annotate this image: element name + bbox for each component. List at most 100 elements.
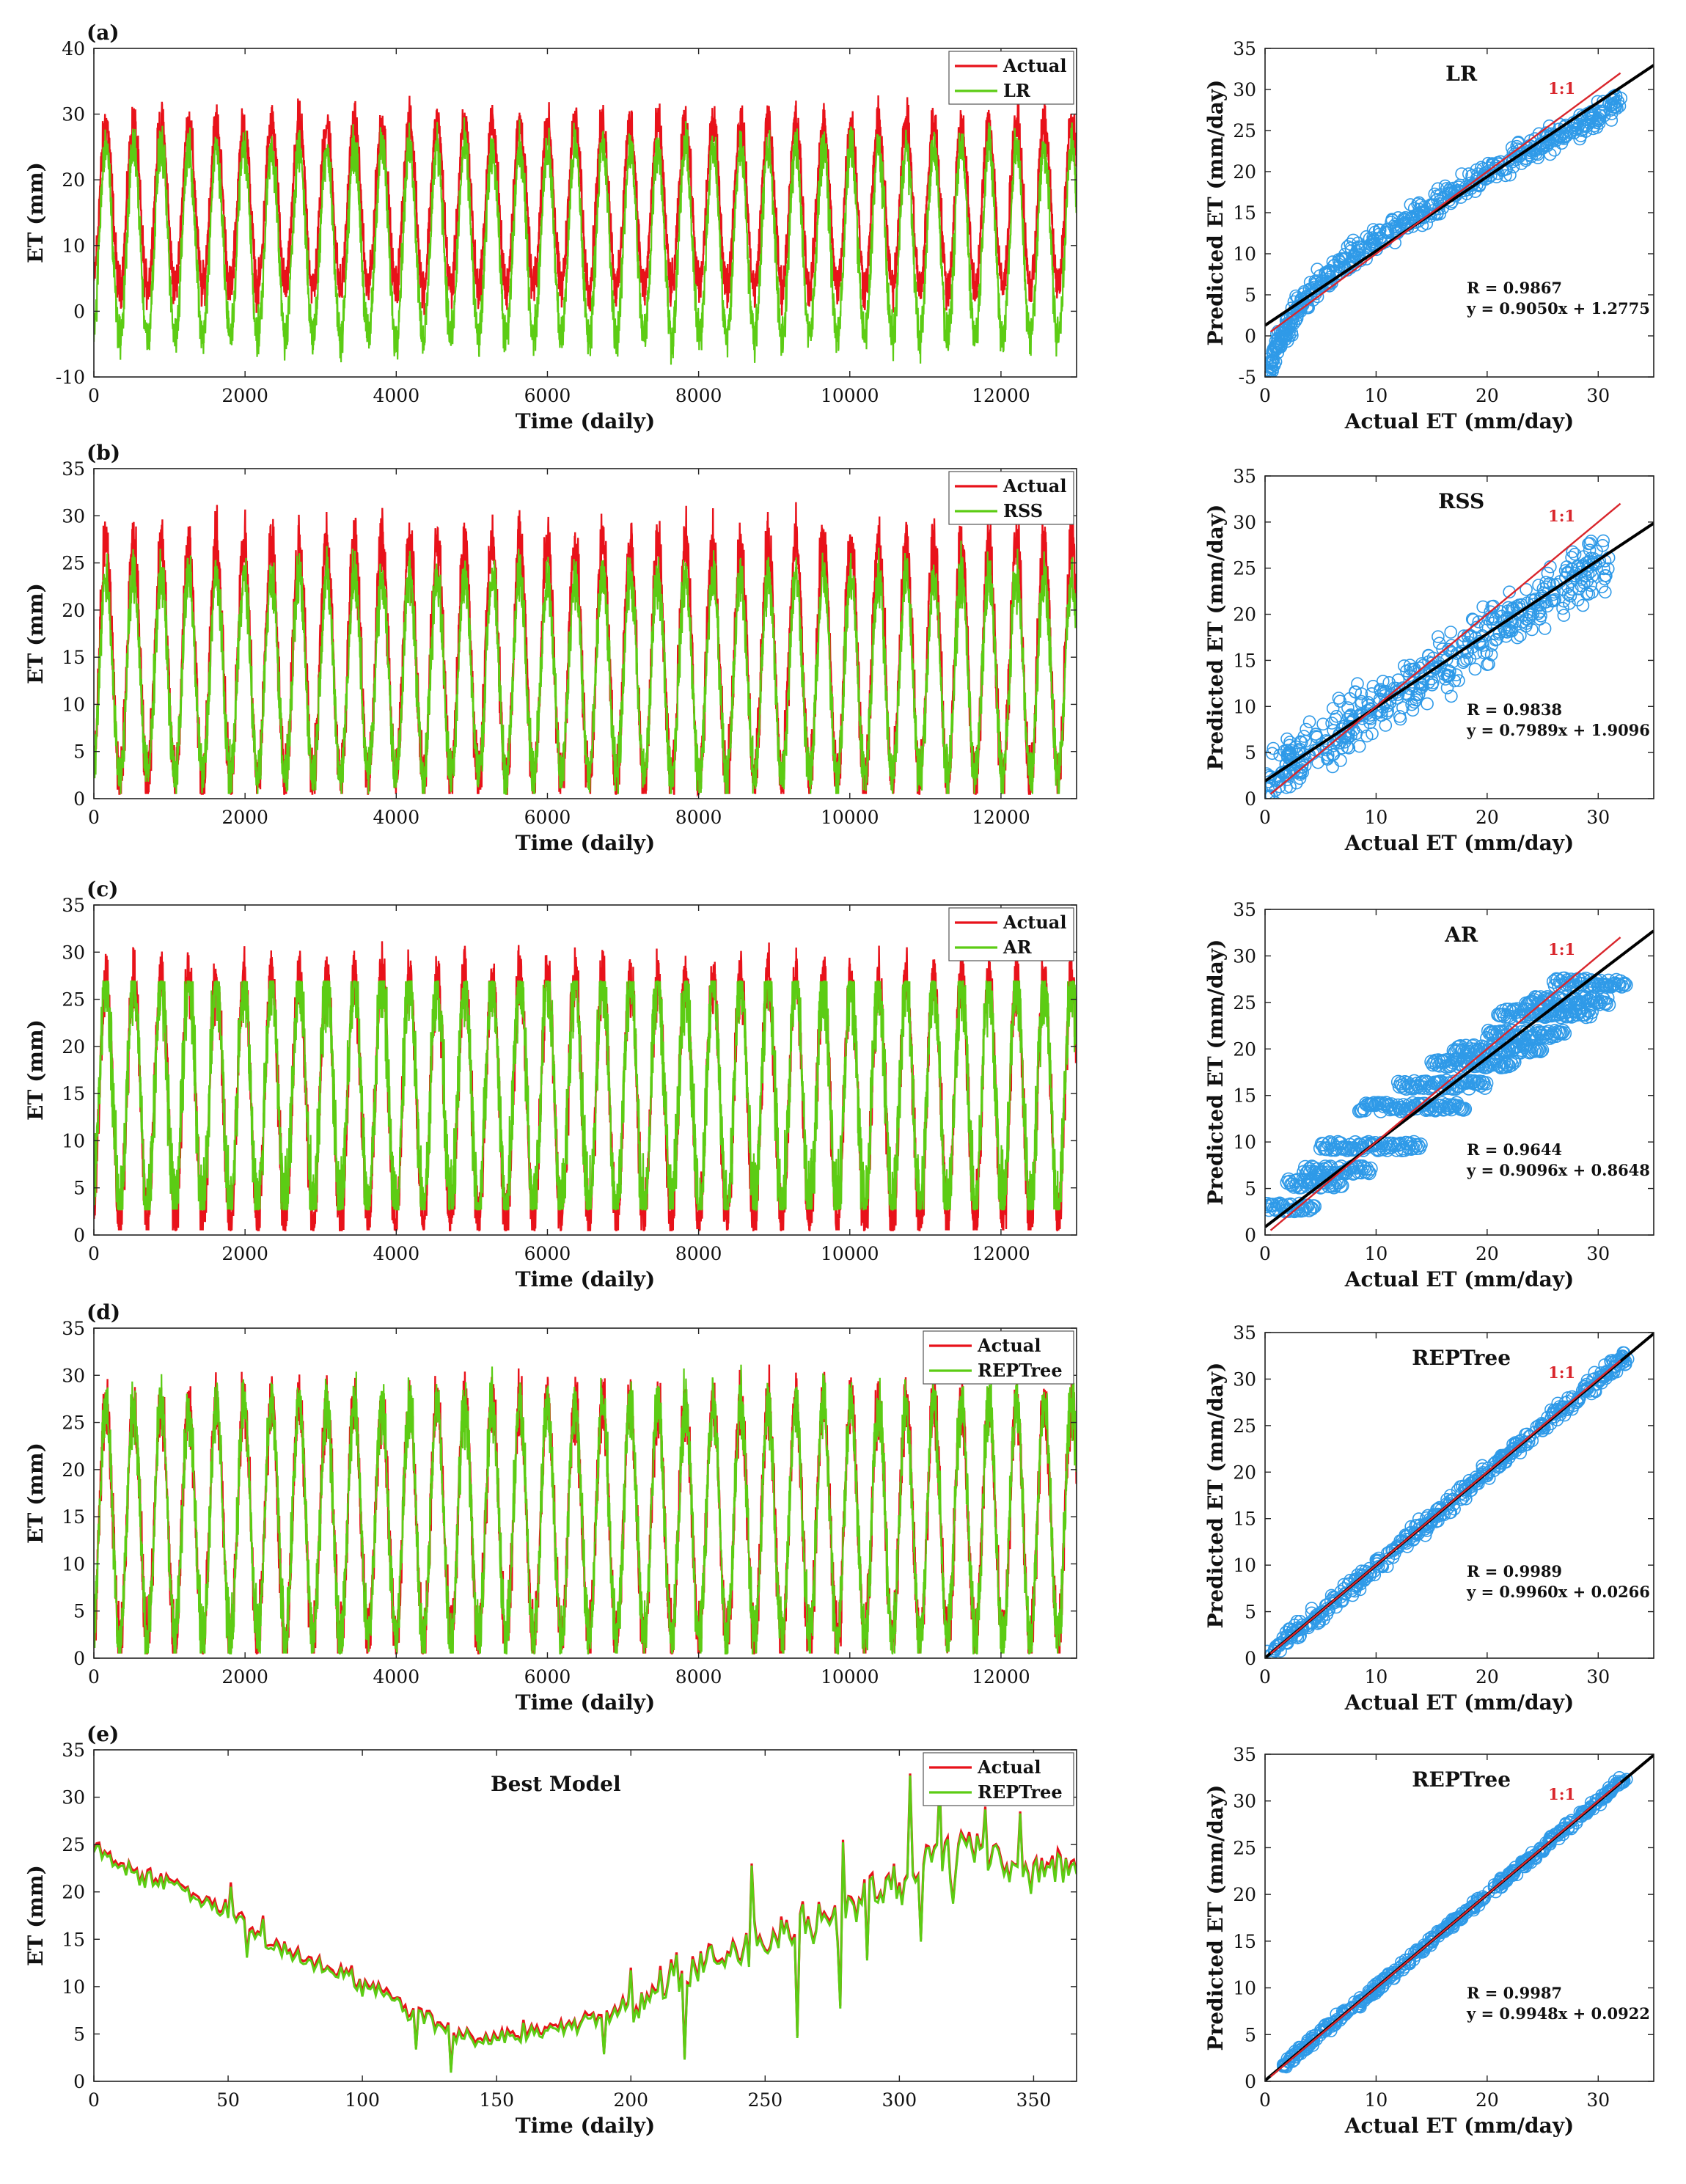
legend-box bbox=[923, 1330, 1074, 1385]
plot-frame bbox=[93, 1749, 1077, 2082]
data-point bbox=[1283, 319, 1297, 332]
data-point bbox=[1329, 1140, 1344, 1155]
data-point bbox=[1517, 1855, 1531, 1869]
data-point bbox=[1265, 353, 1274, 366]
y-tick-label: 30 bbox=[1233, 79, 1256, 100]
x-tick-label: 20 bbox=[1476, 385, 1499, 406]
legend: Actual REPTree bbox=[923, 1330, 1074, 1385]
data-point bbox=[1513, 150, 1526, 164]
data-point bbox=[1531, 151, 1544, 164]
one-to-one-line bbox=[1269, 1781, 1621, 2078]
scatter-title: REPTree bbox=[1412, 1767, 1511, 1792]
legend: Actual RSS bbox=[948, 471, 1074, 525]
data-point bbox=[1426, 198, 1439, 212]
data-point bbox=[1500, 1058, 1515, 1072]
y-tick-label: 35 bbox=[62, 1318, 85, 1339]
data-point bbox=[1338, 252, 1352, 265]
data-point bbox=[1478, 1891, 1491, 1905]
data-point bbox=[1341, 701, 1355, 714]
scatter-title: AR bbox=[1444, 923, 1478, 947]
data-point bbox=[1381, 1546, 1394, 1560]
plot-frame bbox=[93, 48, 1077, 378]
data-point bbox=[1507, 1866, 1521, 1880]
data-point bbox=[1599, 1786, 1613, 1800]
data-point bbox=[1557, 609, 1571, 622]
y-tick-label: 35 bbox=[62, 1740, 85, 1761]
data-point bbox=[1283, 325, 1296, 339]
data-point bbox=[1403, 669, 1416, 682]
data-point bbox=[1335, 741, 1349, 755]
data-point bbox=[1385, 216, 1398, 229]
data-point bbox=[1533, 612, 1547, 626]
x-axis-label: Time (daily) bbox=[516, 831, 655, 855]
x-tick-label: 6000 bbox=[524, 807, 571, 828]
legend-label: Actual bbox=[977, 1756, 1041, 1778]
x-tick-label: 6000 bbox=[524, 385, 571, 406]
data-point bbox=[1564, 589, 1577, 603]
data-point bbox=[1441, 668, 1454, 682]
y-tick-label: 35 bbox=[1233, 1322, 1256, 1344]
data-point bbox=[1558, 120, 1572, 133]
data-point bbox=[1360, 230, 1374, 243]
plot-frame bbox=[1264, 1754, 1654, 2082]
data-point bbox=[1503, 624, 1517, 637]
data-point bbox=[1323, 265, 1336, 279]
legend: Actual REPTree bbox=[923, 1752, 1074, 1806]
data-point bbox=[1545, 1831, 1559, 1845]
legend-label: LR bbox=[1003, 80, 1031, 101]
data-point bbox=[1520, 1855, 1533, 1869]
y-tick-label: 5 bbox=[1245, 2024, 1256, 2045]
y-tick-label: 10 bbox=[1233, 243, 1256, 265]
y-tick-label: 20 bbox=[62, 1459, 85, 1481]
x-tick-label: 350 bbox=[1016, 2089, 1052, 2111]
series-line-model bbox=[94, 980, 1077, 1212]
y-axis-label: Predicted ET (mm/day) bbox=[1203, 1785, 1228, 2051]
data-point bbox=[1316, 1605, 1330, 1619]
y-tick-label: 5 bbox=[1245, 285, 1256, 306]
data-point bbox=[1547, 144, 1561, 157]
plot-frame bbox=[1264, 1332, 1654, 1659]
data-point bbox=[1432, 202, 1445, 216]
data-point bbox=[1495, 1877, 1509, 1891]
y-tick-label: 25 bbox=[1233, 1837, 1256, 1858]
legend-label: Actual bbox=[1003, 55, 1066, 76]
x-axis-label: Actual ET (mm/day) bbox=[1344, 2114, 1574, 2138]
data-point bbox=[1468, 662, 1482, 676]
legend-label: RSS bbox=[1003, 500, 1043, 521]
y-tick-label: 15 bbox=[1233, 650, 1256, 671]
data-point bbox=[1334, 754, 1347, 767]
y-axis-label: ET (mm) bbox=[23, 1443, 48, 1544]
x-tick-label: 0 bbox=[1259, 385, 1271, 406]
data-point bbox=[1301, 2036, 1315, 2049]
plot-area bbox=[1265, 64, 1654, 377]
y-tick-label: -10 bbox=[56, 367, 85, 388]
data-point bbox=[1465, 179, 1478, 192]
panel-label: (e) bbox=[87, 1722, 119, 1746]
legend-box bbox=[923, 1752, 1074, 1806]
legend-box bbox=[948, 907, 1074, 961]
data-point bbox=[1269, 796, 1280, 799]
y-tick-label: 0 bbox=[73, 1225, 85, 1246]
y-axis-label: Predicted ET (mm/day) bbox=[1203, 80, 1228, 346]
x-axis-label: Time (daily) bbox=[516, 2114, 655, 2138]
one-to-one-label: 1:1 bbox=[1548, 507, 1575, 525]
data-point bbox=[1448, 1502, 1461, 1516]
data-point bbox=[1355, 687, 1368, 700]
scatter-panel: 0 10 20 30 0 5 10 15 20 25 30 35 Actual ET (mm/day) P… bbox=[1203, 466, 1654, 855]
legend-label: AR bbox=[1003, 937, 1033, 958]
legend: Actual LR bbox=[948, 51, 1074, 105]
legend-box bbox=[948, 471, 1074, 525]
data-point bbox=[1328, 1594, 1342, 1608]
y-tick-label: 25 bbox=[1233, 558, 1256, 579]
y-tick-label: 20 bbox=[1233, 1462, 1256, 1483]
time-series-panel: 0 2000 4000 6000 8000 10000 12000 0 5 10 15 20 25 30 3… bbox=[23, 877, 1077, 1291]
data-point bbox=[1555, 1024, 1571, 1038]
y-axis-label: ET (mm) bbox=[23, 1865, 48, 1966]
data-point bbox=[1428, 1509, 1442, 1522]
plot-area bbox=[94, 502, 1077, 797]
plot-area bbox=[1265, 1754, 1654, 2081]
y-tick-label: 20 bbox=[62, 1882, 85, 1903]
data-point bbox=[1355, 1572, 1369, 1586]
